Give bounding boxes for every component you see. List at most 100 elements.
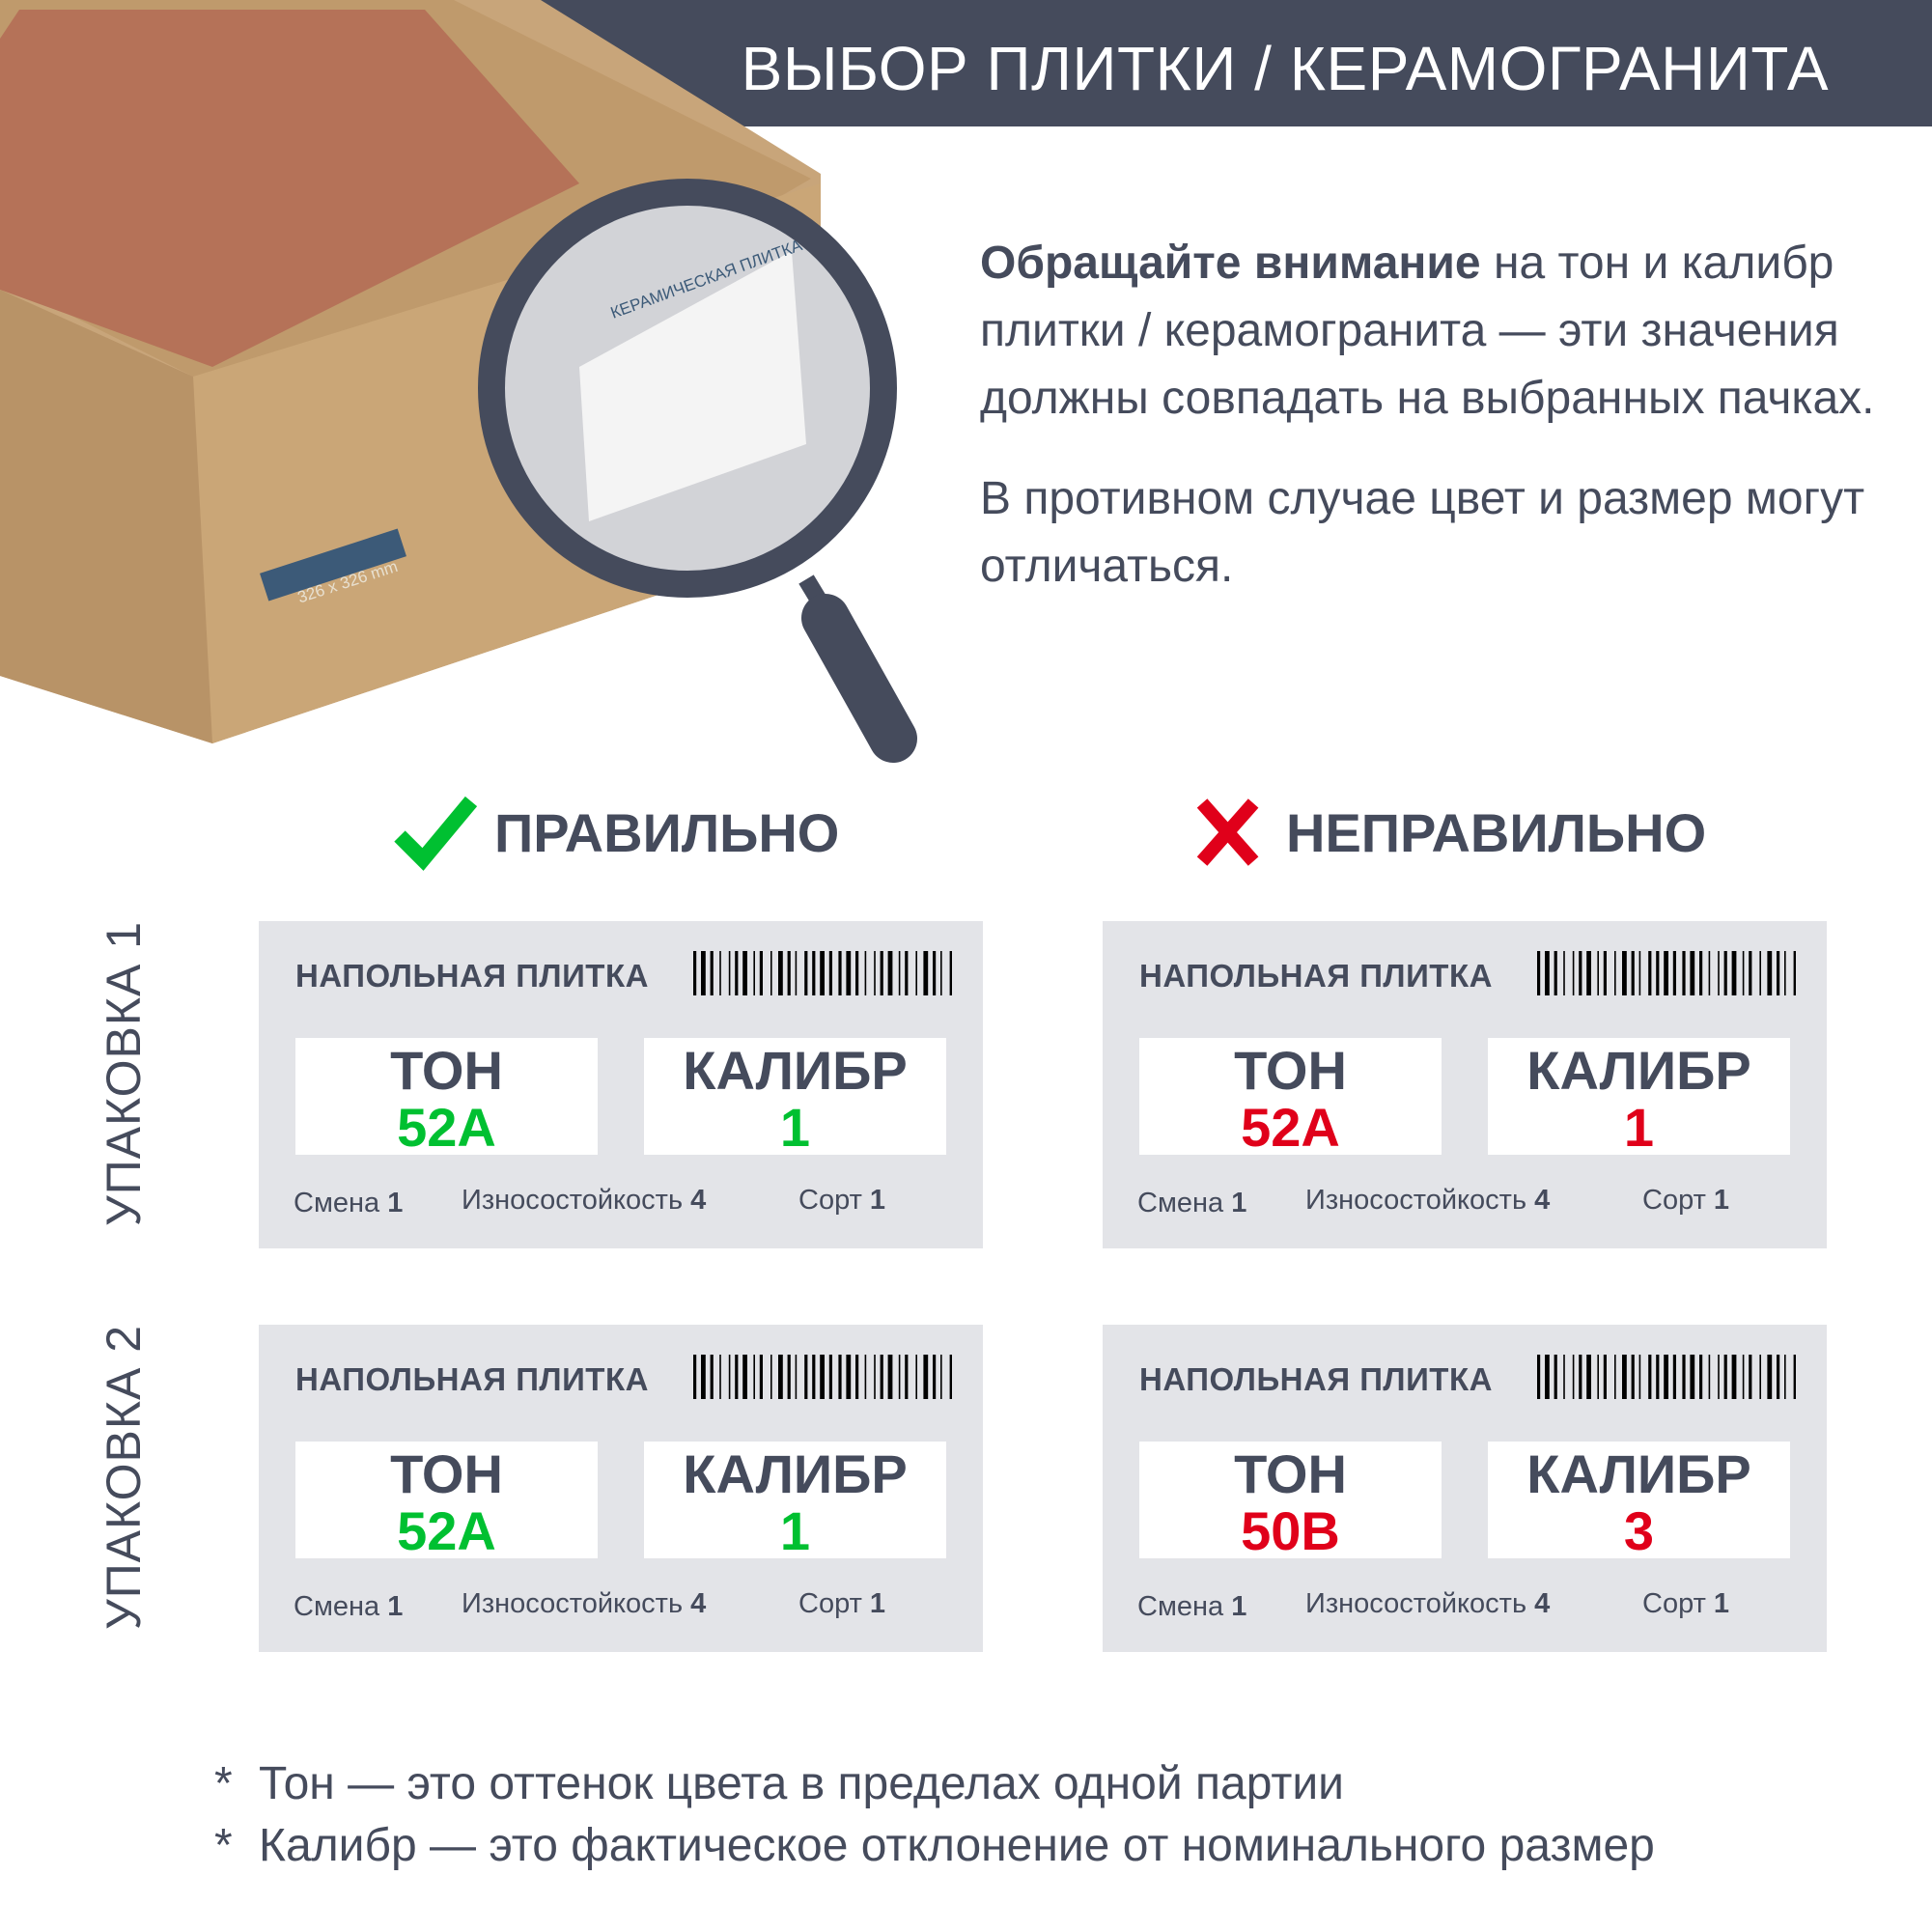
grade-value: 1	[869, 1185, 886, 1216]
grade-field: Сорт 1	[798, 1185, 885, 1217]
caliber-value: 1	[779, 1500, 811, 1561]
barcode-bar	[770, 1355, 772, 1399]
barcode-bar	[701, 1355, 706, 1399]
barcode-bar	[753, 1355, 755, 1399]
barcode-bar	[1537, 951, 1541, 995]
barcode-bar	[1777, 1355, 1780, 1399]
barcode-bar	[728, 1355, 731, 1399]
barcode-bar	[874, 951, 876, 995]
barcode-bar	[742, 951, 747, 995]
barcode-bar	[940, 951, 942, 995]
shift-field: Смена 1	[1137, 1188, 1246, 1219]
caliber-value: 1	[779, 1097, 811, 1158]
page-title: ВЫБОР ПЛИТКИ / КЕРАМОГРАНИТА	[741, 34, 1829, 103]
barcode-bar	[1545, 951, 1550, 995]
verdict-correct-label: ПРАВИЛЬНО	[494, 801, 840, 863]
tone-box: ТОН 52A	[295, 1442, 598, 1559]
barcode-bar	[820, 1355, 825, 1399]
tone-heading: ТОН	[390, 1443, 503, 1504]
barcode-bar	[1648, 1355, 1652, 1399]
barcode-bar	[1690, 1355, 1695, 1399]
barcode-bar	[1723, 1355, 1727, 1399]
barcode-bar	[940, 1355, 942, 1399]
barcode-bar	[880, 951, 883, 995]
barcode-bar	[778, 951, 783, 995]
barcode-bar	[787, 951, 791, 995]
pack-label-2: УПАКОВКА 2	[97, 1324, 151, 1631]
barcode-bar	[1731, 951, 1737, 995]
barcode-bar	[1749, 1355, 1752, 1399]
barcode-bar	[1554, 951, 1557, 995]
barcode-bar	[1631, 951, 1635, 995]
barcode-bar	[1759, 1355, 1761, 1399]
verdict-wrong-label: НЕПРАВИЛЬНО	[1286, 801, 1707, 863]
wear-field: Износостойкость 4	[462, 1185, 706, 1217]
barcode-bar	[880, 1355, 883, 1399]
wear-label: Износостойкость	[462, 1588, 684, 1619]
product-kind: НАПОЛЬНАЯ ПЛИТКА	[295, 1361, 649, 1397]
barcode-bar	[1638, 951, 1641, 995]
barcode-bar	[1682, 1355, 1686, 1399]
label-card-wrong-2: НАПОЛЬНАЯ ПЛИТКА ТОН 50B КАЛИБР 3 Смена …	[1103, 1325, 1827, 1652]
product-kind: НАПОЛЬНАЯ ПЛИТКА	[1139, 958, 1493, 994]
intro-text: Обращайте внимание на тон и калибр плитк…	[980, 230, 1907, 633]
barcode-bar	[1563, 1355, 1565, 1399]
barcode-bar	[855, 951, 859, 995]
barcode-bar	[728, 951, 731, 995]
tile-box-photo: 326 x 326 mm КЕРАМИЧЕСКАЯ ПЛИТКА	[0, 0, 917, 763]
barcode-bar	[855, 1355, 859, 1399]
barcode-bar	[1682, 951, 1686, 995]
shift-value: 1	[1231, 1591, 1247, 1622]
barcode-icon	[1537, 951, 1796, 995]
shift-label: Смена	[294, 1591, 380, 1622]
barcode-bar	[887, 1355, 893, 1399]
footnote-text: Тон — это оттенок цвета в пределах одной…	[259, 1758, 1344, 1809]
barcode-bar	[1723, 951, 1727, 995]
barcode-bar	[1656, 951, 1660, 995]
barcode-bar	[735, 951, 739, 995]
magnifier-icon	[478, 179, 917, 763]
verdict-correct: ПРАВИЛЬНО	[394, 794, 839, 871]
barcode-bar	[1638, 1355, 1641, 1399]
shift-label: Смена	[1137, 1591, 1224, 1622]
barcode-bar	[846, 1355, 852, 1399]
barcode-bar	[1622, 1355, 1627, 1399]
barcode-bar	[719, 1355, 721, 1399]
barcode-bar	[693, 1355, 697, 1399]
barcode-bar	[1586, 1355, 1591, 1399]
barcode-bar	[1603, 951, 1607, 995]
barcode-bar	[1656, 1355, 1660, 1399]
label-card-correct-2: НАПОЛЬНАЯ ПЛИТКА ТОН 52A КАЛИБР 1 Смена …	[259, 1325, 983, 1652]
barcode-bar	[1537, 1355, 1541, 1399]
caliber-box: КАЛИБР 3	[1488, 1442, 1790, 1561]
barcode-bar	[804, 1355, 808, 1399]
barcode-bar	[1622, 951, 1627, 995]
barcode-bar	[701, 951, 706, 995]
barcode-bar	[1664, 951, 1668, 995]
barcode-bar	[1767, 1355, 1773, 1399]
barcode-bar	[949, 1355, 952, 1399]
caliber-value: 3	[1623, 1500, 1655, 1561]
barcode-bar	[1749, 951, 1752, 995]
barcode-bar	[1759, 951, 1761, 995]
barcode-bar	[1586, 951, 1591, 995]
grade-label: Сорт	[798, 1588, 862, 1619]
barcode-bar	[1597, 1355, 1599, 1399]
tone-heading: ТОН	[1234, 1040, 1347, 1101]
caliber-value: 1	[1623, 1097, 1655, 1158]
intro-rest: на тон и калибр плитки / керамогранита —…	[980, 238, 1875, 424]
barcode-bar	[887, 951, 893, 995]
shift-field: Смена 1	[1137, 1591, 1246, 1623]
wear-field: Износостойкость 4	[462, 1588, 706, 1620]
barcode-bar	[898, 951, 901, 995]
wear-value: 4	[1534, 1185, 1551, 1216]
barcode-bar	[905, 951, 909, 995]
shift-value: 1	[1231, 1188, 1247, 1218]
barcode-bar	[1545, 1355, 1550, 1399]
barcode-bar	[820, 951, 825, 995]
wear-field: Износостойкость 4	[1305, 1588, 1550, 1620]
barcode-bar	[1579, 951, 1582, 995]
barcode-bar	[787, 1355, 791, 1399]
product-kind: НАПОЛЬНАЯ ПЛИТКА	[1139, 1361, 1493, 1397]
barcode-bar	[1699, 1355, 1703, 1399]
